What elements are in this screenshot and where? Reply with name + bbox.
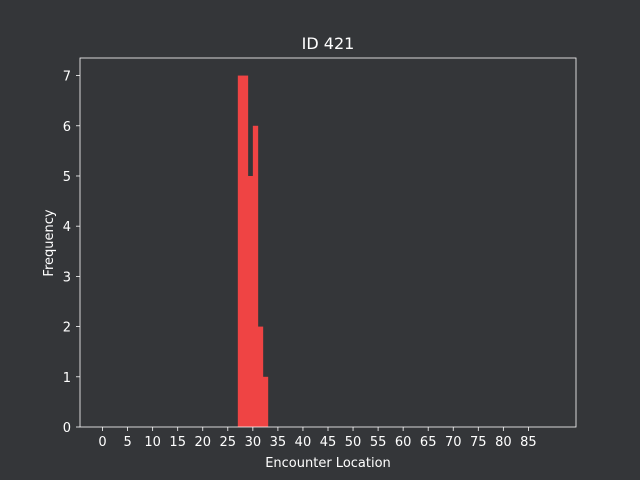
x-tick-label-11: 55 [370,435,387,450]
x-tick-label-8: 40 [295,435,312,450]
y-tick-label-3: 3 [63,270,71,285]
histogram-bar-5 [262,376,269,427]
y-tick-label-2: 2 [63,321,71,336]
x-tick-label-2: 10 [144,435,161,450]
histogram-bar-0 [237,75,244,428]
x-tick-label-13: 65 [420,435,437,450]
y-tick-label-7: 7 [63,70,71,85]
x-tick-label-5: 25 [220,435,237,450]
x-tick-label-16: 80 [495,435,512,450]
x-tick-label-6: 30 [245,435,262,450]
x-axis-label: Encounter Location [265,456,391,471]
x-tick-label-15: 75 [470,435,487,450]
x-tick-label-17: 85 [520,435,537,450]
bars-group [237,75,269,428]
y-tick-label-6: 6 [63,120,71,135]
histogram-bar-3 [252,125,259,427]
y-tick-label-0: 0 [63,421,71,436]
x-tick-label-1: 5 [123,435,131,450]
y-tick-label-1: 1 [63,371,71,386]
x-tick-label-14: 70 [445,435,462,450]
x-tick-label-0: 0 [98,435,106,450]
x-tick-label-12: 60 [395,435,412,450]
y-tick-label-5: 5 [63,170,71,185]
chart-title: ID 421 [302,34,355,53]
x-axis-ticks: 0 5 10 15 20 25 30 35 40 45 50 55 60 65 70 75 80 85 [98,427,537,450]
histogram-bar-1 [242,75,249,428]
x-tick-label-4: 20 [194,435,211,450]
x-tick-label-3: 15 [169,435,186,450]
x-tick-label-9: 45 [320,435,337,450]
y-axis-label: Frequency [42,209,57,276]
histogram-bar-2 [247,175,254,427]
x-tick-label-10: 50 [345,435,362,450]
y-axis-ticks: 0 1 2 3 4 5 6 7 [63,70,80,436]
histogram-bar-4 [257,326,264,427]
x-tick-label-7: 35 [270,435,287,450]
y-tick-label-4: 4 [63,220,71,235]
